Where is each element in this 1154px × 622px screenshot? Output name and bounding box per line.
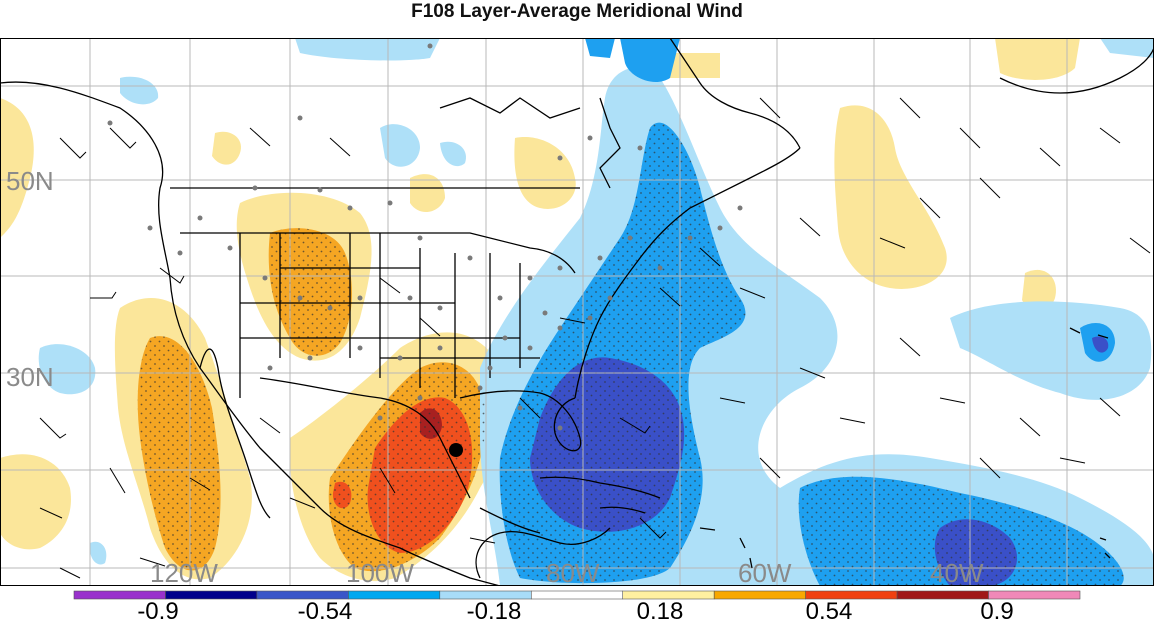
colorbar-label-neg-0-9: -0.9 (137, 598, 178, 622)
lat-label-30n: 30N (6, 362, 54, 392)
wind-barbs (39, 97, 1151, 579)
lon-label-40w: 40W (930, 558, 984, 586)
colorbar-label-pos-0-54: 0.54 (806, 598, 853, 622)
graticule (0, 38, 1154, 586)
colorbar-label-neg-0-54: -0.54 (298, 598, 353, 622)
colorbar-swatch (713, 590, 807, 600)
colorbar-label-pos-0-18: 0.18 (637, 598, 684, 622)
colorbar-swatch (348, 590, 441, 600)
colorbar-swatches (73, 590, 1081, 600)
colorbar-swatch (896, 590, 989, 600)
stippling (137, 122, 1124, 586)
lon-label-120w: 120W (150, 558, 218, 586)
lon-label-60w: 60W (738, 558, 792, 586)
map-title: F108 Layer-Average Meridional Wind (411, 1, 743, 22)
colorbar-swatch (988, 590, 1081, 600)
colorbar: -0.9 -0.54 -0.18 0.18 0.54 0.9 (73, 590, 1081, 622)
reference-point-marker (449, 443, 463, 457)
lon-label-100w: 100W (346, 558, 414, 586)
colorbar-label-pos-0-9: 0.9 (980, 598, 1013, 622)
colorbar-label-neg-0-18: -0.18 (467, 598, 522, 622)
colorbar-swatch (165, 590, 258, 600)
colorbar-swatch (530, 590, 624, 600)
lat-label-50n: 50N (6, 166, 54, 196)
coastlines-and-borders (0, 38, 1154, 586)
station-markers (107, 43, 743, 431)
lon-label-80w: 80W (546, 558, 600, 586)
map-panel: 50N 30N 120W 100W 80W 60W 40W (0, 38, 1154, 586)
